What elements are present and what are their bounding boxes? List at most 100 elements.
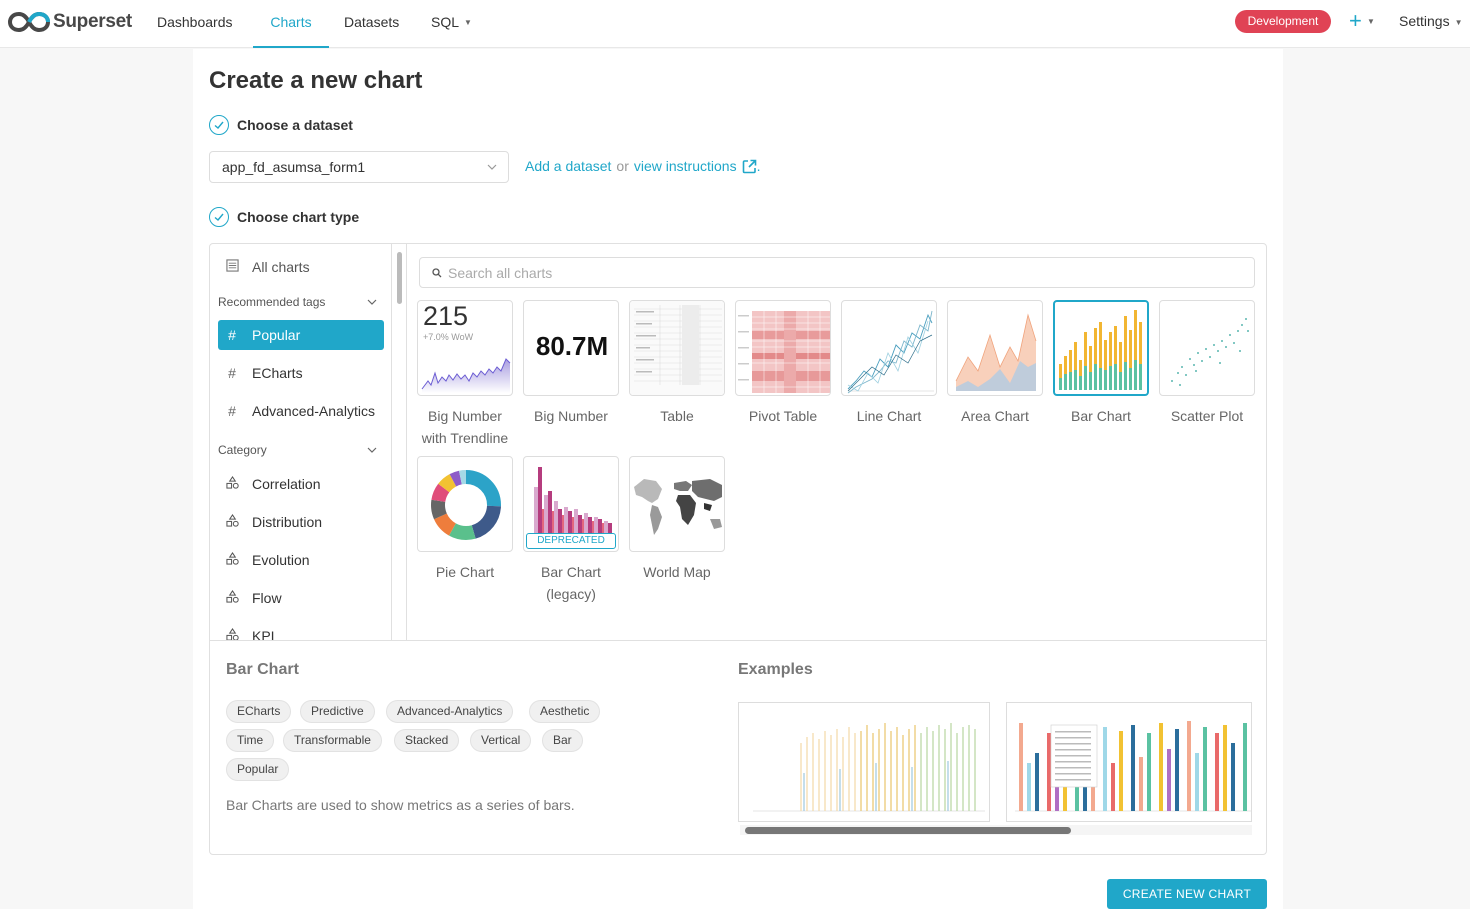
sidebar-item-label: Popular (252, 327, 301, 343)
dataset-links: Add a dataset or view instructions . (525, 158, 760, 174)
sidebar-item-label: ECharts (252, 365, 303, 381)
chart-card-label: World Map (643, 564, 711, 580)
check-circle-icon (209, 115, 229, 135)
chart-card-bar-chart-legacy[interactable]: DEPRECATED Bar Chart (legacy) (523, 456, 619, 605)
nav-charts[interactable]: Charts (253, 0, 329, 48)
chart-card-line-chart[interactable]: Line Chart (841, 300, 937, 427)
create-new-chart-button[interactable]: CREATE NEW CHART (1107, 879, 1267, 909)
sidebar-item-distribution[interactable]: Distribution (218, 507, 384, 537)
chart-card-bar-chart[interactable]: Bar Chart (1053, 300, 1149, 427)
chart-type-sidebar: All charts Recommended tags # Popular # … (210, 244, 392, 640)
check-circle-icon (209, 207, 229, 227)
examples-scrollbar[interactable] (745, 827, 1071, 834)
create-chart-panel: Create a new chart Choose a dataset app_… (193, 49, 1283, 909)
big-number-value: 80.7M (535, 331, 609, 361)
chart-type-chooser: All charts Recommended tags # Popular # … (209, 243, 1267, 855)
hashtag-icon: # (228, 403, 236, 419)
chart-card-label: Bar Chart (1071, 408, 1131, 424)
sidebar-divider (406, 244, 407, 640)
nav-sql[interactable]: SQL ▼ (431, 0, 472, 48)
environment-badge: Development (1235, 10, 1331, 33)
step-choose-chart-type: Choose chart type (209, 207, 359, 227)
all-charts-icon (224, 259, 240, 275)
caret-down-icon: ▼ (464, 18, 472, 28)
chart-card-label: Area Chart (961, 408, 1029, 424)
chevron-down-icon (367, 299, 377, 305)
sidebar-item-label: Advanced-Analytics (252, 403, 375, 419)
chevron-down-icon (487, 164, 497, 170)
shapes-icon (224, 514, 240, 530)
category-heading[interactable]: Category (218, 443, 378, 457)
chart-card-big-number-trendline[interactable]: 215 +7.0% WoW Big Number with Trendline (417, 300, 513, 449)
chart-thumbnail (841, 300, 937, 396)
view-instructions-link[interactable]: view instructions (633, 158, 737, 174)
chart-card-big-number[interactable]: 80.7M Big Number (523, 300, 619, 427)
caret-down-icon: ▼ (1454, 17, 1463, 27)
chart-card-label: Pivot Table (748, 408, 818, 424)
chart-card-label: Scatter Plot (1170, 408, 1244, 424)
chart-thumbnail: DEPRECATED (523, 456, 619, 552)
chart-thumbnail: 215 +7.0% WoW (417, 300, 513, 396)
tag-transformable: Transformable (283, 729, 382, 752)
chart-card-label: Table (660, 408, 694, 424)
category-label: Category (218, 443, 267, 457)
examples-title: Examples (738, 661, 813, 678)
sidebar-item-label: All charts (252, 259, 310, 275)
chart-thumbnail (629, 456, 725, 552)
tag-echarts: ECharts (226, 700, 292, 723)
search-icon (432, 267, 442, 277)
sidebar-item-all-charts[interactable]: All charts (218, 252, 384, 282)
shapes-icon (224, 628, 240, 640)
chart-search-input[interactable]: Search all charts (419, 257, 1255, 288)
page-title: Create a new chart (209, 67, 423, 94)
sidebar-item-evolution[interactable]: Evolution (218, 545, 384, 575)
sidebar-item-correlation[interactable]: Correlation (218, 469, 384, 499)
tag-predictive: Predictive (300, 700, 375, 723)
chart-card-label: Big Number with Trendline (421, 408, 509, 446)
search-placeholder: Search all charts (448, 264, 553, 281)
superset-logo-icon (8, 11, 50, 33)
caret-down-icon[interactable]: ▼ (1367, 17, 1375, 26)
sidebar-item-kpi[interactable]: KPI (218, 621, 384, 640)
big-number-subtext: +7.0% WoW (423, 332, 474, 342)
sidebar-item-popular[interactable]: # Popular (218, 320, 384, 350)
step-label: Choose chart type (237, 209, 360, 225)
sidebar-scrollbar[interactable] (397, 252, 402, 304)
sidebar-item-flow[interactable]: Flow (218, 583, 384, 613)
nav-datasets[interactable]: Datasets (344, 14, 400, 30)
sidebar-item-label: KPI (252, 628, 275, 640)
superset-logo[interactable]: Superset (8, 8, 132, 36)
chevron-down-icon (367, 447, 377, 453)
big-number-value: 215 (423, 301, 469, 331)
chart-thumbnail (1053, 300, 1149, 396)
chart-card-pie-chart[interactable]: Pie Chart (417, 456, 513, 583)
chart-card-scatter-plot[interactable]: Scatter Plot (1159, 300, 1255, 427)
chart-card-pivot-table[interactable]: Pivot Table (735, 300, 831, 427)
tag-advanced-analytics: Advanced-Analytics (386, 700, 514, 723)
chart-thumbnail (735, 300, 831, 396)
dataset-select[interactable]: app_fd_asumsa_form1 (209, 151, 509, 183)
sidebar-item-advanced-analytics[interactable]: # Advanced-Analytics (218, 396, 384, 426)
recommended-tags-heading[interactable]: Recommended tags (218, 295, 378, 309)
top-navbar: Superset Dashboards Charts Datasets SQL ▼… (0, 0, 1470, 48)
dataset-select-value: app_fd_asumsa_form1 (222, 159, 366, 175)
chart-card-table[interactable]: Table (629, 300, 725, 427)
plus-icon[interactable]: + (1349, 8, 1362, 33)
chart-card-world-map[interactable]: World Map (629, 456, 725, 583)
chart-thumbnail (629, 300, 725, 396)
deprecated-badge: DEPRECATED (526, 533, 616, 549)
add-dataset-link[interactable]: Add a dataset (525, 158, 612, 174)
chart-thumbnail: 80.7M (523, 300, 619, 396)
tag-bar: Bar (542, 729, 583, 752)
tag-vertical: Vertical (470, 729, 532, 752)
hashtag-icon: # (228, 327, 236, 343)
shapes-icon (224, 476, 240, 492)
chart-card-area-chart[interactable]: Area Chart (947, 300, 1043, 427)
sidebar-item-echarts[interactable]: # ECharts (218, 358, 384, 388)
nav-dashboards[interactable]: Dashboards (157, 14, 233, 30)
sidebar-item-label: Evolution (252, 552, 310, 568)
sidebar-item-label: Distribution (252, 514, 323, 530)
external-link-icon[interactable] (742, 159, 757, 174)
settings-menu[interactable]: Settings ▼ (1399, 13, 1463, 29)
recommended-tags-label: Recommended tags (218, 295, 326, 309)
